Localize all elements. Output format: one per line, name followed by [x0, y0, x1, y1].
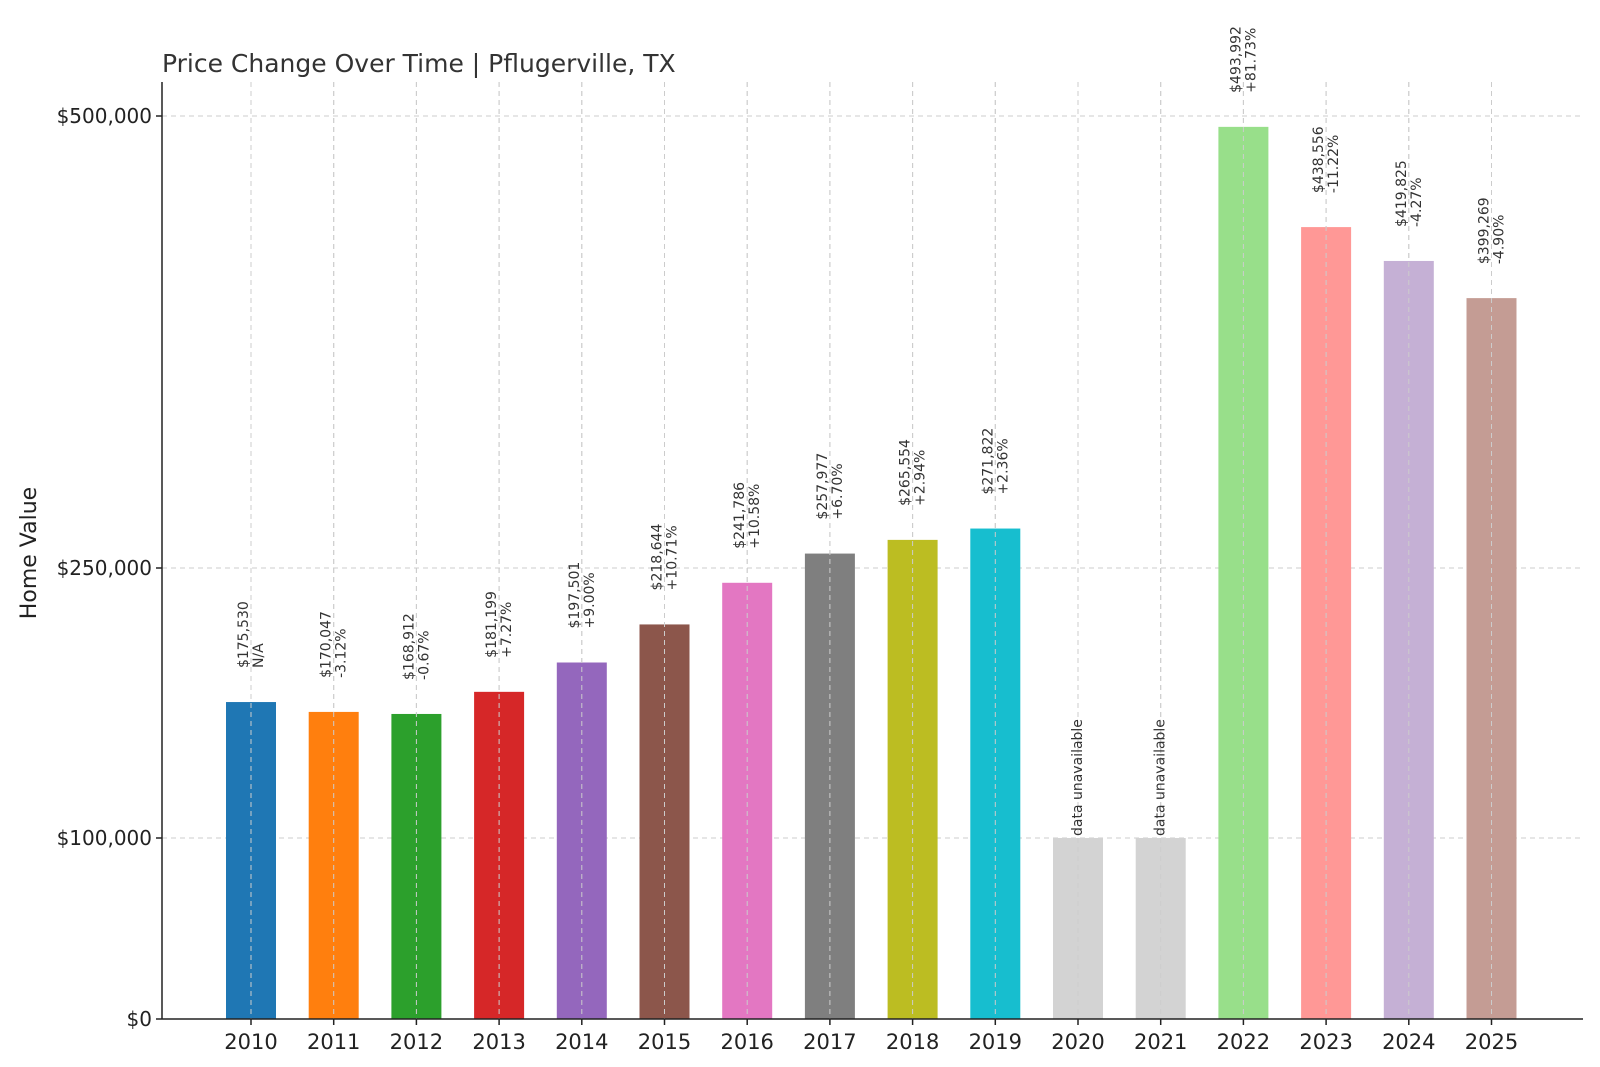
value-label-2010: $175,530	[236, 601, 252, 668]
value-label-2017: $257,977	[815, 453, 831, 520]
value-label-2012: $168,912	[401, 613, 417, 680]
data-label-2015: $218,644 +10.71%	[650, 524, 681, 591]
change-label-2025: -4.90%	[1492, 215, 1508, 265]
value-label-2025: $399,269	[1477, 197, 1493, 264]
x-tick-label-2016: 2016	[720, 1030, 773, 1054]
bars	[226, 82, 1517, 1019]
x-tick-label-2021: 2021	[1134, 1030, 1187, 1054]
change-label-2017: +6.70%	[830, 463, 846, 519]
value-label-2011: $170,047	[319, 611, 335, 678]
change-label-2012: -0.67%	[416, 630, 432, 680]
value-label-2024: $419,825	[1394, 160, 1410, 227]
value-label-2013: $181,199	[484, 591, 500, 658]
x-tick-label-2024: 2024	[1382, 1030, 1435, 1054]
x-tick-label-2023: 2023	[1299, 1030, 1352, 1054]
x-tick-label-2015: 2015	[638, 1030, 691, 1054]
data-labels: $175,530 N/A $170,047 -3.12% $168,912 -0.67% $…	[236, 26, 1508, 836]
data-label-2019: $271,822 +2.36%	[980, 428, 1011, 495]
data-label-2017: $257,977 +6.70%	[815, 453, 846, 520]
change-label-2013: +7.27%	[499, 602, 515, 658]
value-label-2015: $218,644	[650, 524, 666, 591]
change-label-2011: -3.12%	[334, 628, 350, 678]
change-label-2019: +2.36%	[995, 438, 1011, 494]
value-label-2016: $241,786	[732, 482, 748, 549]
change-label-2024: -4.27%	[1409, 177, 1425, 227]
x-tick-label-2014: 2014	[555, 1030, 608, 1054]
value-label-2014: $197,501	[567, 562, 583, 629]
data-label-2016: $241,786 +10.58%	[732, 482, 763, 549]
x-tick-label-2012: 2012	[390, 1030, 443, 1054]
y-tick-label-0: $0	[127, 1007, 152, 1031]
x-tick-label-2010: 2010	[224, 1030, 277, 1054]
change-label-2015: +10.71%	[665, 525, 681, 590]
data-label-2024: $419,825 -4.27%	[1394, 160, 1425, 227]
x-tick-label-2022: 2022	[1217, 1030, 1270, 1054]
y-tick-label-3: $500,000	[57, 104, 152, 128]
value-label-2022: $493,992	[1228, 26, 1244, 93]
bar-2019	[970, 528, 1021, 1019]
value-label-2023: $438,556	[1311, 126, 1327, 193]
data-label-2010: $175,530 N/A	[236, 601, 267, 668]
data-label-2012: $168,912 -0.67%	[401, 613, 432, 680]
value-label-2021: data unavailable	[1153, 719, 1169, 836]
value-label-2020: data unavailable	[1070, 719, 1086, 836]
x-tick-label-2011: 2011	[307, 1030, 360, 1054]
data-label-2025: $399,269 -4.90%	[1477, 197, 1508, 264]
change-label-2022: +81.73%	[1243, 28, 1259, 93]
value-label-2019: $271,822	[980, 428, 996, 495]
change-label-2014: +9.00%	[582, 572, 598, 628]
axis-ticks: $0 $100,000 $250,000 $500,000 2010 2011 2012 20…	[57, 104, 1519, 1054]
x-tick-label-2019: 2019	[969, 1030, 1022, 1054]
data-label-2021: data unavailable	[1153, 719, 1169, 836]
data-label-2014: $197,501 +9.00%	[567, 562, 598, 629]
x-tick-label-2017: 2017	[803, 1030, 856, 1054]
data-label-2020: data unavailable	[1070, 719, 1086, 836]
x-tick-label-2018: 2018	[886, 1030, 939, 1054]
change-label-2010: N/A	[251, 643, 267, 668]
data-label-2013: $181,199 +7.27%	[484, 591, 515, 658]
value-label-2018: $265,554	[898, 439, 914, 506]
data-label-2023: $438,556 -11.22%	[1311, 126, 1342, 193]
data-label-2022: $493,992 +81.73%	[1228, 26, 1259, 93]
change-label-2016: +10.58%	[747, 484, 763, 549]
y-axis-label: Home Value	[17, 487, 42, 619]
x-tick-label-2013: 2013	[472, 1030, 525, 1054]
y-tick-label-1: $100,000	[57, 826, 152, 850]
change-label-2018: +2.94%	[913, 450, 929, 506]
data-label-2011: $170,047 -3.12%	[319, 611, 350, 678]
data-label-2018: $265,554 +2.94%	[898, 439, 929, 506]
gridlines	[162, 82, 1583, 1019]
change-label-2023: -11.22%	[1326, 135, 1342, 193]
x-tick-label-2020: 2020	[1051, 1030, 1104, 1054]
chart-title: Price Change Over Time | Pflugerville, T…	[162, 49, 676, 78]
x-tick-label-2025: 2025	[1465, 1030, 1518, 1054]
y-tick-label-2: $250,000	[57, 556, 152, 580]
bar-2016	[722, 582, 773, 1019]
